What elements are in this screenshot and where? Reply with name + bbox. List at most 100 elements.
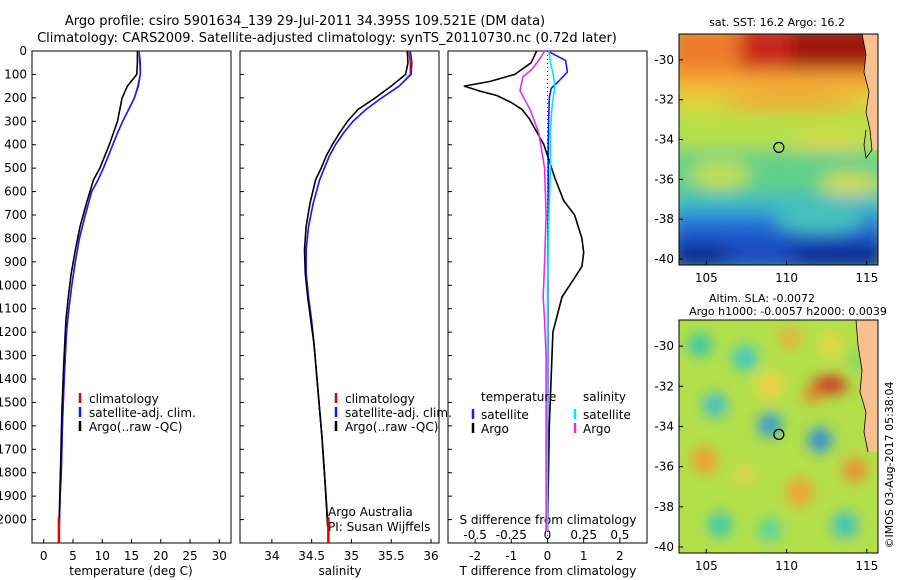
figure-title-line2: Climatology: CARS2009. Satellite-adjuste… [37, 31, 617, 46]
sst-map-ytick-label: -34 [654, 133, 674, 147]
difference-xtick-top-label: -0.25 [496, 528, 527, 542]
difference-xtick-label: 1 [580, 549, 588, 563]
depth-tick-label: 200 [4, 91, 27, 105]
depth-tick-label: 400 [4, 138, 27, 152]
salinity-series-climatology [305, 50, 411, 532]
sst-map-ytick-label: -40 [654, 252, 674, 266]
sst-map-xtick-label: 115 [855, 271, 878, 285]
depth-tick-label: 1800 [0, 466, 27, 480]
difference-legend-t-label: satellite [481, 408, 529, 422]
depth-tick-label: 1700 [0, 442, 27, 456]
sla-map-subtitle: Argo h1000: -0.0057 h2000: 0.0039 [689, 305, 887, 318]
salinity-panel-frame [239, 50, 440, 544]
sla-map-ytick-label: -38 [654, 500, 674, 514]
difference-xtick-label: -1 [505, 549, 517, 563]
depth-tick-label: 1600 [0, 419, 27, 433]
depth-tick-label: 1300 [0, 349, 27, 363]
depth-tick-label: 2000 [0, 513, 27, 527]
depth-tick-label: 1100 [0, 302, 27, 316]
sla-map-ytick-label: -36 [654, 460, 674, 474]
sst-map-frame [678, 33, 879, 266]
difference-xtick-top-label: 0.5 [610, 528, 629, 542]
difference-xtick-label: -2 [469, 549, 481, 563]
difference-legend-s-label: Argo [583, 422, 611, 436]
temperature-legend-label: satellite-adj. clim. [89, 406, 196, 420]
depth-tick-label: 600 [4, 185, 27, 199]
sla-map-ytick-label: -32 [654, 379, 674, 393]
depth-tick-label: 900 [4, 255, 27, 269]
difference-xtick-label: 2 [616, 549, 624, 563]
depth-tick-label: 100 [4, 67, 27, 81]
salinity-xtick-label: 34.5 [298, 549, 325, 563]
temperature-legend-label: Argo(..raw -QC) [89, 420, 182, 434]
sla-map-xtick-label: 105 [695, 559, 718, 573]
sst-map-ytick-label: -38 [654, 212, 674, 226]
difference-xtick-top-label: -0.5 [463, 528, 486, 542]
depth-tick-label: 1000 [0, 278, 27, 292]
sst-map-float-marker [773, 141, 785, 154]
sst-map-ytick-label: -30 [654, 53, 674, 67]
difference-series-salinity-satellite [546, 50, 556, 532]
sla-map-ytick-label: -34 [654, 419, 674, 433]
sla-land [856, 320, 878, 452]
sst-map-title: sat. SST: 16.2 Argo: 16.2 [709, 16, 845, 29]
sst-map [679, 34, 878, 265]
sst-map-xtick-label: 105 [695, 271, 718, 285]
temperature-xtick-label: 10 [95, 549, 110, 563]
temperature-legend-label: climatology [89, 392, 159, 406]
temperature-xtick-label: 0 [40, 549, 48, 563]
salinity-xlabel: salinity [318, 564, 361, 578]
depth-tick-label: 800 [4, 231, 27, 245]
temperature-series-argo-raw-qc- [58, 51, 139, 527]
depth-tick-label: 1200 [0, 325, 27, 339]
depth-tick-label: 0 [19, 44, 27, 58]
depth-tick-label: 1900 [0, 489, 27, 503]
sst-map-ytick-label: -32 [654, 93, 674, 107]
dynamic-layer: 0100200300400500600700800900100011001200… [0, 44, 878, 573]
salinity-annotation-line2: PI: Susan Wijffels [328, 520, 430, 534]
difference-xlabel: T difference from climatology [459, 564, 637, 578]
depth-tick-label: 1500 [0, 395, 27, 409]
salinity-series-satellite-adj-clim- [305, 50, 413, 532]
salinity-xtick-label: 34 [264, 549, 279, 563]
depth-tick-label: 700 [4, 208, 27, 222]
salinity-legend-label: Argo(..raw -QC) [345, 420, 438, 434]
temperature-xtick-label: 30 [212, 549, 227, 563]
temperature-series-satellite-adj-clim- [58, 50, 142, 532]
sla-map-ytick-label: -40 [654, 540, 674, 554]
depth-tick-label: 1400 [0, 372, 27, 386]
difference-series-temperature-argo [463, 50, 585, 532]
temperature-xtick-label: 15 [124, 549, 139, 563]
sla-map [679, 320, 878, 553]
temperature-xtick-label: 20 [153, 549, 168, 563]
salinity-legend-label: climatology [345, 392, 415, 406]
salinity-series-argo-raw-qc- [303, 50, 409, 527]
salinity-legend-label: satellite-adj. clim. [345, 406, 452, 420]
difference-series-salinity-argo [519, 50, 547, 532]
difference-legend-temperature-title: temperature [481, 390, 556, 404]
sla-map-xtick-label: 115 [855, 559, 878, 573]
sla-map-title: Altim. SLA: -0.0072 [709, 292, 815, 305]
salinity-xtick-label: 35 [344, 549, 359, 563]
difference-xtick-top-label: 0.25 [570, 528, 597, 542]
sst-land [862, 34, 878, 150]
figure-title-line1: Argo profile: csiro 5901634_139 29-Jul-2… [65, 14, 545, 29]
depth-tick-label: 300 [4, 114, 27, 128]
sla-map-ytick-label: -30 [654, 339, 674, 353]
imos-credit: ©IMOS 03-Aug-2017 05:38:04 [883, 382, 896, 549]
sla-map-xtick-label: 110 [775, 559, 798, 573]
difference-legend-s-label: satellite [583, 408, 631, 422]
depth-tick-label: 500 [4, 161, 27, 175]
temperature-xlabel: temperature (deg C) [69, 564, 192, 578]
sla-map-frame [678, 319, 879, 554]
sla-map-float-marker [773, 428, 785, 440]
sst-map-ytick-label: -36 [654, 172, 674, 186]
difference-legend-salinity-title: salinity [583, 390, 626, 404]
salinity-xtick-label: 36 [423, 549, 438, 563]
difference-xtick-label: 0 [544, 549, 552, 563]
sst-map-xtick-label: 110 [775, 271, 798, 285]
difference-legend-t-label: Argo [481, 422, 509, 436]
salinity-annotation-line1: Argo Australia [328, 505, 413, 519]
